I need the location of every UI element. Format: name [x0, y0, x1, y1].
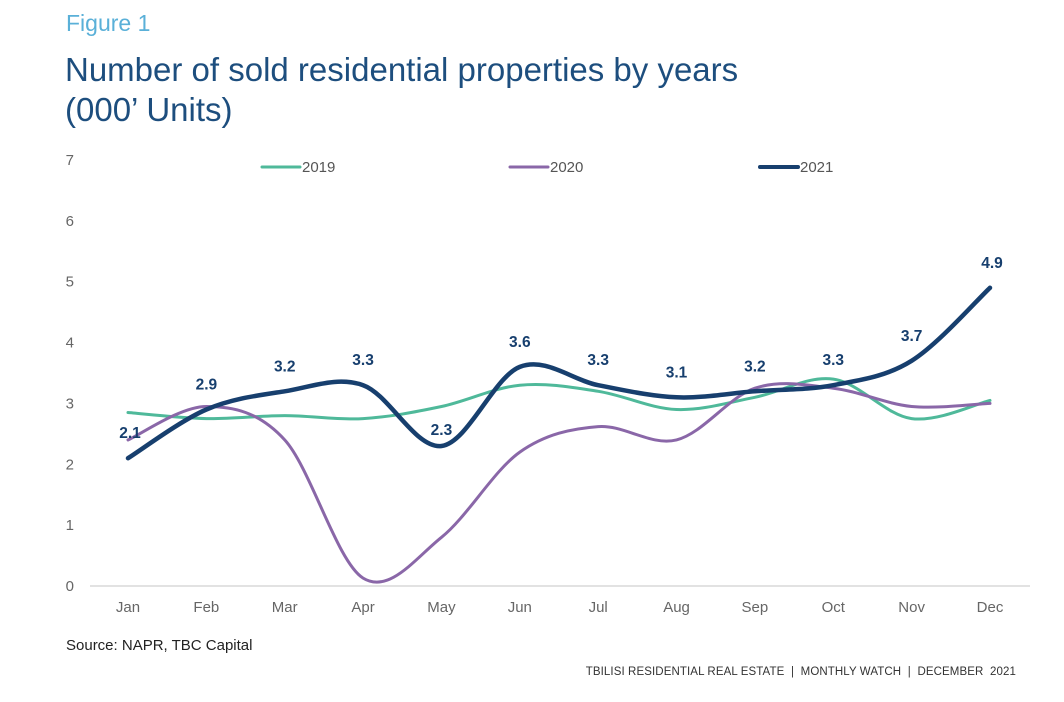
legend: 2019 2020 2021 — [260, 159, 833, 176]
y-tick-label: 0 — [66, 578, 74, 595]
page-footer: TBILISI RESIDENTIAL REAL ESTATE | MONTHL… — [585, 666, 1016, 678]
chart-title: Number of sold residential properties by… — [65, 50, 738, 130]
data-label: 3.7 — [901, 328, 923, 345]
figure-label: Figure 1 — [66, 10, 151, 36]
y-tick-label: 7 — [66, 152, 74, 169]
series-line-2020 — [126, 382, 992, 584]
legend-label: 2021 — [800, 159, 833, 176]
x-tick-label: Aug — [663, 599, 690, 616]
x-tick-label: Mar — [272, 599, 298, 616]
series-line-2021 — [125, 285, 993, 461]
x-tick-label: Apr — [351, 599, 374, 616]
x-tick-label: May — [427, 599, 456, 616]
series-layer — [125, 285, 993, 584]
x-tick-label: Jun — [508, 599, 532, 616]
data-label: 3.3 — [822, 352, 844, 369]
axis-layer: 0 1 2 3 4 5 6 7 Jan Feb Mar Apr May Jun Jul Aug Sep Oct No… — [66, 152, 1030, 616]
data-label: 3.3 — [587, 352, 609, 369]
series-line-2019 — [126, 377, 992, 421]
legend-item-2021: 2021 — [758, 159, 833, 176]
x-tick-label: Jan — [116, 599, 140, 616]
x-tick-label: Nov — [898, 599, 925, 616]
data-label: 2.9 — [196, 377, 218, 394]
data-label: 3.3 — [352, 352, 374, 369]
y-tick-label: 5 — [66, 274, 74, 291]
data-label: 3.1 — [666, 364, 688, 381]
chart-title-line2: (000’ Units) — [65, 91, 233, 128]
legend-item-2019: 2019 — [260, 159, 335, 176]
legend-label: 2020 — [550, 159, 583, 176]
x-tick-label: Oct — [822, 599, 846, 616]
data-labels: 2.1 2.9 3.2 3.3 2.3 3.6 3.3 3.1 3.2 3.3 3.7 4.9 — [119, 255, 1003, 442]
x-tick-label: Sep — [742, 599, 769, 616]
x-tick-label: Jul — [589, 599, 608, 616]
data-label: 4.9 — [981, 255, 1003, 272]
source-note: Source: NAPR, TBC Capital — [66, 637, 253, 654]
legend-label: 2019 — [302, 159, 335, 176]
data-label: 3.2 — [274, 358, 296, 375]
y-tick-label: 4 — [66, 335, 74, 352]
data-label: 3.6 — [509, 334, 531, 351]
y-tick-label: 3 — [66, 395, 74, 412]
y-tick-label: 6 — [66, 213, 74, 230]
x-tick-label: Feb — [193, 599, 219, 616]
data-label: 2.3 — [431, 422, 453, 439]
x-tick-label: Dec — [977, 599, 1004, 616]
legend-item-2020: 2020 — [508, 159, 583, 176]
y-tick-label: 1 — [66, 517, 74, 534]
chart-title-line1: Number of sold residential properties by… — [65, 51, 739, 88]
y-tick-label: 2 — [66, 456, 74, 473]
data-label: 2.1 — [119, 425, 141, 442]
data-label: 3.2 — [744, 358, 766, 375]
